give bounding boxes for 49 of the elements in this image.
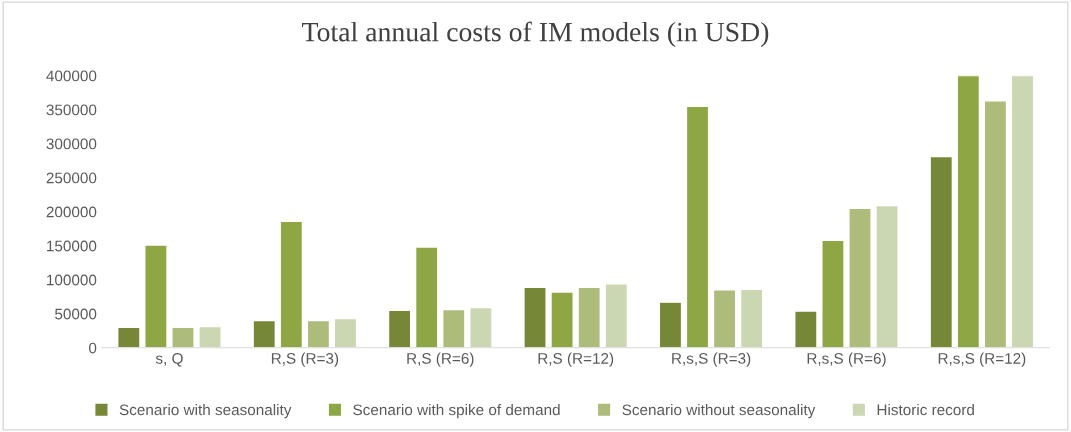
bar xyxy=(956,75,981,348)
x-tick-label: R,s,S (R=6) xyxy=(807,352,886,367)
bar xyxy=(739,288,764,348)
bar xyxy=(333,317,358,348)
x-tick-label: s, Q xyxy=(155,353,183,367)
bar xyxy=(848,207,872,348)
legend-label: Scenario without seasonality xyxy=(622,404,816,419)
bar xyxy=(983,100,1008,348)
y-tick-label: 400000 xyxy=(46,70,97,82)
y-tick-label: 250000 xyxy=(46,172,97,184)
y-tick-label: 200000 xyxy=(46,206,97,218)
bar xyxy=(441,308,466,348)
x-tick-label: R,s,S (R=12) xyxy=(938,352,1026,367)
bar xyxy=(252,319,277,348)
bar xyxy=(117,326,141,348)
bar xyxy=(658,301,683,348)
y-tick-label: 0 xyxy=(88,342,97,354)
legend-label: Historic record xyxy=(877,404,974,416)
bar xyxy=(550,291,574,348)
legend-label: Scenario with spike of demand xyxy=(353,404,560,419)
y-tick-label: 350000 xyxy=(46,104,97,116)
bar xyxy=(685,105,710,348)
bar xyxy=(929,155,954,348)
bar xyxy=(875,204,899,348)
x-tick-label: R,S (R=6) xyxy=(407,352,474,367)
bar xyxy=(604,283,629,348)
bar xyxy=(198,325,222,348)
y-tick-label: 300000 xyxy=(46,138,97,150)
legend-label: Scenario with seasonality xyxy=(119,404,292,419)
bar xyxy=(414,246,439,348)
bar xyxy=(469,306,493,348)
bar xyxy=(712,289,737,348)
x-tick-label: R,S (R=12) xyxy=(538,352,614,367)
bar xyxy=(577,286,602,348)
y-tick-label: 100000 xyxy=(47,274,97,286)
x-tick-label: R,s,S (R=3) xyxy=(672,352,751,367)
bar xyxy=(306,319,331,348)
bar xyxy=(279,220,304,348)
bar xyxy=(821,239,845,348)
bar xyxy=(1010,75,1035,348)
bar xyxy=(171,326,195,348)
bar xyxy=(387,309,412,348)
bar xyxy=(523,286,547,348)
y-tick-label: 150000 xyxy=(47,240,97,252)
bar xyxy=(794,310,818,348)
x-tick-label: R,S (R=3) xyxy=(271,352,339,367)
chart-title: Total annual costs of IM models (in USD) xyxy=(302,21,769,48)
y-tick-label: 50000 xyxy=(55,308,97,320)
bar xyxy=(144,244,168,348)
